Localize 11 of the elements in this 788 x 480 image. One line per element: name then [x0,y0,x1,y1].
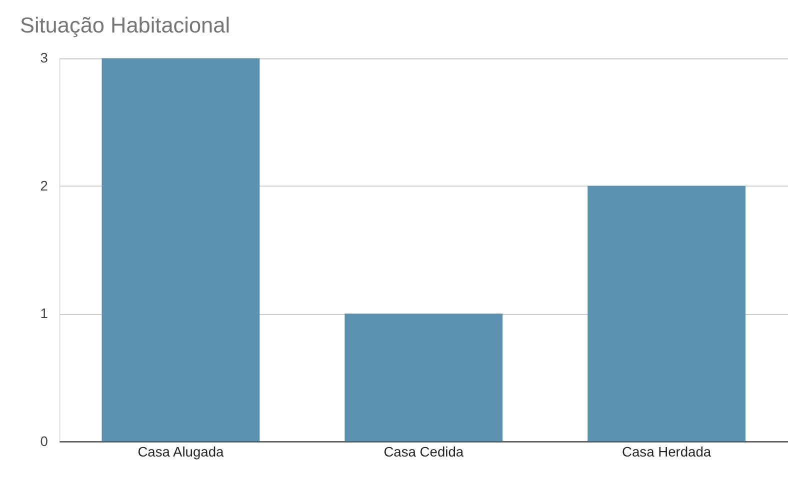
bar [588,186,746,442]
x-tick-label: Casa Herdada [622,444,712,460]
y-tick-label: 3 [40,50,48,66]
x-tick-label: Casa Cedida [384,444,464,460]
bar [102,58,260,442]
bar [344,314,503,442]
y-tick-label: 0 [40,432,48,449]
x-tick-label: Casa Alugada [138,444,224,460]
y-tick-label: 2 [40,177,48,194]
y-tick-label: 1 [40,305,48,322]
chart-title: Situação Habitacional [20,12,230,38]
